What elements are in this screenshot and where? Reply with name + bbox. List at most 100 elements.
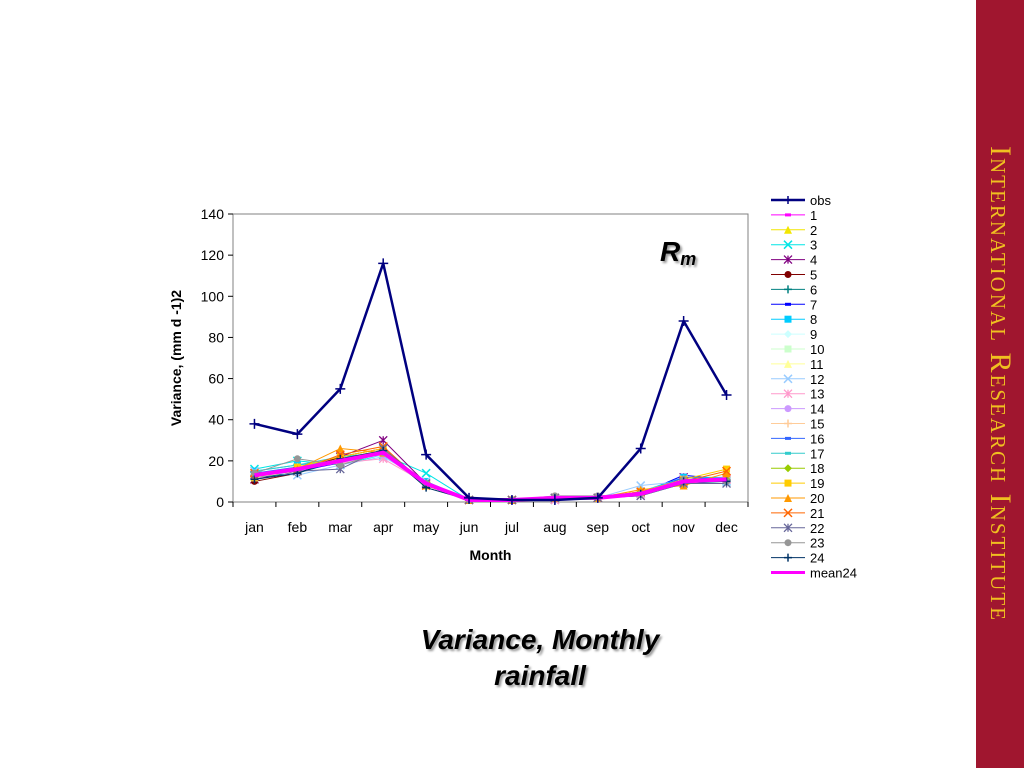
series-20	[250, 444, 731, 504]
series-line	[254, 450, 727, 501]
plus-marker	[421, 449, 432, 460]
dash-marker	[785, 302, 791, 306]
slide-title: Variance, Monthly rainfall	[420, 624, 660, 691]
x-tick-label: nov	[672, 519, 695, 535]
series-2	[250, 446, 731, 504]
legend-item: 7	[771, 297, 817, 312]
x-tick-label: mar	[328, 519, 352, 535]
x-marker	[783, 240, 793, 250]
series-line	[254, 450, 727, 501]
legend-label: 6	[810, 282, 817, 297]
legend-label: 7	[810, 297, 817, 312]
y-tick-label: 60	[208, 371, 224, 387]
legend-label: 12	[810, 372, 824, 387]
y-tick-label: 120	[201, 247, 225, 263]
plus-marker	[378, 258, 389, 269]
triangle-marker	[784, 359, 792, 368]
legend-label: 21	[810, 506, 824, 521]
legend-item: 20	[771, 491, 824, 506]
y-axis-title: Variance, (mm d -1)2	[168, 290, 184, 426]
x-tick-label: feb	[288, 519, 308, 535]
chart-label-rm: Rm	[660, 236, 696, 270]
star-marker	[783, 523, 793, 533]
plus-marker	[549, 494, 560, 505]
triangle-marker	[784, 225, 792, 234]
legend-label: 18	[810, 461, 824, 476]
legend-label: 4	[810, 253, 817, 268]
square-marker	[784, 345, 792, 353]
square-marker	[723, 465, 731, 473]
legend-label: mean24	[810, 566, 857, 581]
legend-item: 2	[771, 223, 817, 238]
x-tick-label: jan	[244, 519, 264, 535]
series-line	[254, 450, 727, 501]
legend-item: 17	[771, 446, 824, 461]
legend-label: 13	[810, 387, 824, 402]
legend-item: 1	[771, 208, 817, 223]
series-14	[250, 451, 731, 504]
series-line	[254, 448, 727, 501]
x-tick-label: sep	[587, 519, 610, 535]
circle-marker	[784, 405, 792, 413]
series-1	[251, 451, 730, 502]
legend-item: 8	[771, 312, 817, 327]
x-marker	[421, 468, 431, 478]
y-tick-label: 80	[208, 329, 224, 345]
dash-marker	[785, 213, 791, 217]
triangle-marker	[722, 469, 731, 478]
circle-marker	[784, 271, 792, 278]
legend-item: 3	[771, 238, 817, 253]
legend-item: 16	[771, 431, 824, 446]
legend-label: 20	[810, 491, 824, 506]
series-22	[249, 444, 732, 505]
legend-item: 22	[771, 521, 824, 536]
series-line	[254, 450, 727, 501]
y-tick-label: 20	[208, 453, 224, 469]
plus-marker	[250, 475, 259, 484]
chart-label-main: R	[660, 236, 681, 267]
legend-label: 23	[810, 536, 824, 551]
legend-item: 5	[771, 268, 817, 283]
legend-label: obs	[810, 193, 831, 208]
legend-item: obs	[771, 193, 831, 208]
chart-label-sub: m	[680, 249, 697, 269]
institute-name: International Research Institute	[984, 146, 1017, 622]
triangle-marker	[784, 494, 792, 502]
x-tick-label: jul	[504, 519, 519, 535]
plus-marker	[784, 553, 792, 562]
x-tick-label: may	[413, 519, 439, 535]
legend-item: 12	[771, 372, 824, 387]
star-marker	[783, 255, 793, 265]
diamond-marker	[784, 330, 792, 339]
x-tick-label: dec	[715, 519, 738, 535]
legend-item: mean24	[771, 566, 857, 581]
series-19	[250, 445, 731, 504]
series-line	[254, 452, 727, 501]
plus-marker	[784, 196, 792, 204]
plus-marker	[784, 419, 792, 428]
series-21	[249, 441, 732, 505]
circle-marker	[784, 539, 792, 547]
legend-label: 16	[810, 431, 824, 446]
plus-marker	[464, 492, 475, 503]
legend-label: 10	[810, 342, 824, 357]
legend-item: 13	[771, 387, 824, 402]
legend-item: 11	[771, 357, 824, 372]
legend-label: 1	[810, 208, 817, 223]
series-24	[250, 446, 731, 504]
legend-label: 14	[810, 402, 824, 417]
y-tick-label: 100	[201, 288, 225, 304]
x-marker	[335, 450, 345, 460]
y-tick-label: 140	[201, 206, 225, 222]
legend-item: 19	[771, 476, 824, 491]
legend-label: 8	[810, 312, 817, 327]
series-17	[251, 451, 730, 502]
plus-marker	[721, 390, 732, 401]
y-tick-label: 40	[208, 412, 224, 428]
triangle-marker	[336, 444, 345, 453]
x-tick-label: jun	[459, 519, 479, 535]
square-marker	[784, 479, 792, 487]
series-3	[249, 450, 732, 505]
legend-item: 24	[771, 551, 824, 566]
